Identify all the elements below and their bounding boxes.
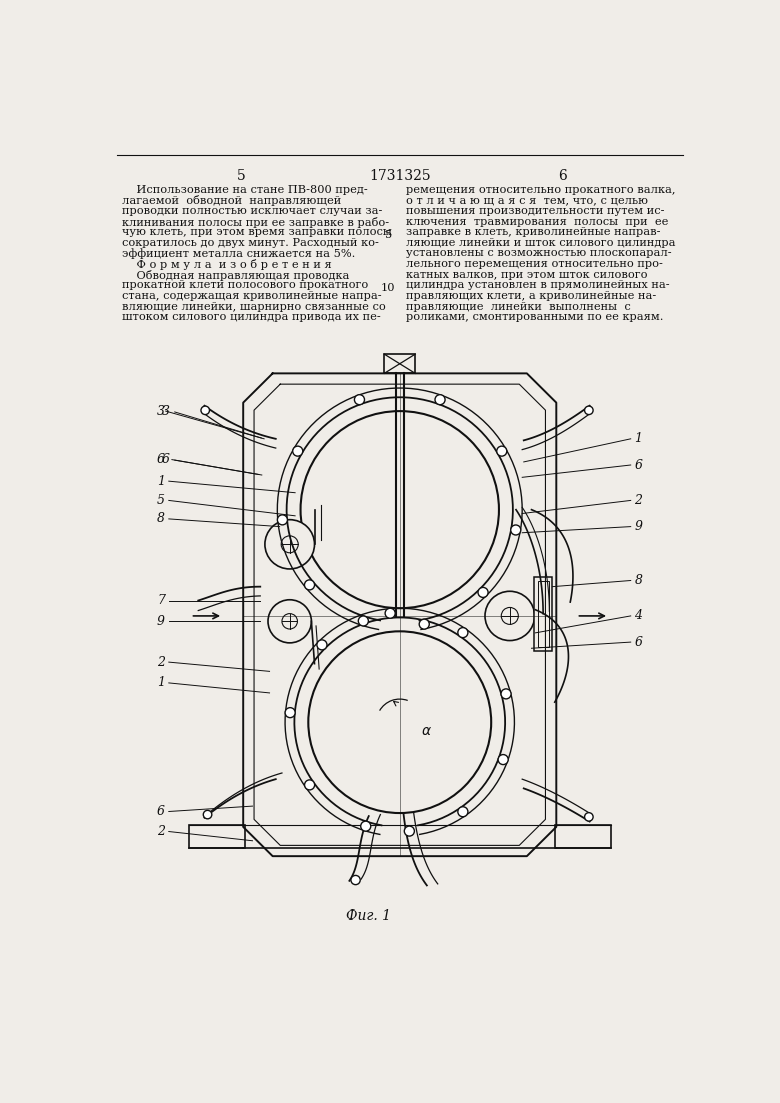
Circle shape	[404, 826, 414, 836]
Text: 1: 1	[157, 474, 165, 488]
Text: 6: 6	[634, 459, 643, 471]
Circle shape	[204, 811, 212, 818]
Circle shape	[458, 628, 468, 638]
Circle shape	[351, 876, 360, 885]
Circle shape	[265, 520, 314, 569]
Text: 3: 3	[157, 405, 165, 418]
Text: 1731325: 1731325	[369, 169, 431, 183]
Text: 5: 5	[157, 494, 165, 507]
Circle shape	[285, 708, 295, 718]
Bar	[385, 354, 415, 374]
Text: 8: 8	[634, 574, 643, 587]
Bar	[537, 581, 548, 646]
Bar	[189, 825, 245, 848]
Text: 10: 10	[381, 283, 395, 293]
Text: сократилось до двух минут. Расходный ко-: сократилось до двух минут. Расходный ко-	[122, 238, 379, 248]
Circle shape	[201, 406, 210, 415]
Text: 4: 4	[634, 610, 643, 622]
Circle shape	[584, 406, 593, 415]
Circle shape	[358, 615, 368, 627]
Text: Обводная направляющая проводка: Обводная направляющая проводка	[122, 270, 349, 281]
Text: 2: 2	[157, 825, 165, 838]
Text: 2: 2	[157, 655, 165, 668]
Text: 1: 1	[157, 676, 165, 689]
Circle shape	[304, 780, 314, 790]
Text: 6: 6	[161, 453, 170, 467]
Circle shape	[502, 608, 519, 624]
Circle shape	[281, 536, 298, 553]
Text: Ф о р м у л а  и з о б р е т е н и я: Ф о р м у л а и з о б р е т е н и я	[122, 259, 332, 270]
Text: лагаемой  обводной  направляющей: лагаемой обводной направляющей	[122, 195, 342, 206]
Text: ключения  травмирования  полосы  при  ее: ключения травмирования полосы при ее	[406, 216, 668, 226]
Circle shape	[498, 754, 509, 764]
Text: 7: 7	[157, 595, 165, 607]
Text: 5: 5	[236, 169, 245, 183]
Circle shape	[435, 395, 445, 405]
Circle shape	[278, 515, 288, 525]
Circle shape	[497, 446, 507, 457]
Text: лельного перемещения относительно про-: лельного перемещения относительно про-	[406, 259, 663, 269]
Bar	[534, 577, 552, 651]
Text: 9: 9	[634, 521, 643, 533]
Text: 3: 3	[161, 405, 170, 418]
Text: катных валков, при этом шток силового: катных валков, при этом шток силового	[406, 270, 647, 280]
Text: 5: 5	[385, 231, 392, 240]
Text: штоком силового цилиндра привода их пе-: штоком силового цилиндра привода их пе-	[122, 312, 381, 322]
Text: $\alpha$: $\alpha$	[421, 725, 432, 738]
Circle shape	[511, 525, 521, 535]
Text: правляющих клети, а криволинейные на-: правляющих клети, а криволинейные на-	[406, 291, 656, 301]
Circle shape	[360, 821, 370, 832]
Text: 6: 6	[157, 453, 165, 467]
Text: прокатной клети полосового прокатного: прокатной клети полосового прокатного	[122, 280, 369, 290]
Text: эффициент металла снижается на 5%.: эффициент металла снижается на 5%.	[122, 248, 356, 259]
Text: 6: 6	[558, 169, 567, 183]
Text: роликами, смонтированными по ее краям.: роликами, смонтированными по ее краям.	[406, 312, 664, 322]
Text: заправке в клеть, криволинейные направ-: заправке в клеть, криволинейные направ-	[406, 227, 661, 237]
Text: стана, содержащая криволинейные напра-: стана, содержащая криволинейные напра-	[122, 291, 382, 301]
Text: Фиг. 1: Фиг. 1	[346, 909, 392, 922]
Text: чую клеть, при этом время заправки полосы: чую клеть, при этом время заправки полос…	[122, 227, 392, 237]
Circle shape	[419, 619, 429, 629]
Text: 2: 2	[634, 494, 643, 507]
Circle shape	[478, 588, 488, 598]
Text: 8: 8	[157, 513, 165, 525]
Text: 1: 1	[634, 432, 643, 446]
Text: повышения производительности путем ис-: повышения производительности путем ис-	[406, 206, 665, 216]
Text: о т л и ч а ю щ а я с я  тем, что, с целью: о т л и ч а ю щ а я с я тем, что, с цель…	[406, 195, 648, 205]
Circle shape	[292, 446, 303, 457]
Text: 6: 6	[157, 805, 165, 818]
Circle shape	[354, 395, 364, 405]
Text: ляющие линейки и шток силового цилиндра: ляющие линейки и шток силового цилиндра	[406, 238, 675, 248]
Text: вляющие линейки, шарнирно связанные со: вляющие линейки, шарнирно связанные со	[122, 301, 386, 312]
Text: ремещения относительно прокатного валка,: ремещения относительно прокатного валка,	[406, 184, 675, 195]
Text: цилиндра установлен в прямолинейных на-: цилиндра установлен в прямолинейных на-	[406, 280, 669, 290]
Circle shape	[308, 631, 491, 813]
Circle shape	[485, 591, 534, 641]
Text: клинивания полосы при ее заправке в рабо-: клинивания полосы при ее заправке в рабо…	[122, 216, 389, 227]
Circle shape	[317, 640, 327, 650]
Text: Использование на стане ПВ-800 пред-: Использование на стане ПВ-800 пред-	[122, 184, 368, 195]
Bar	[555, 825, 611, 848]
Circle shape	[282, 613, 297, 629]
Text: установлены с возможностью плоскопарал-: установлены с возможностью плоскопарал-	[406, 248, 672, 258]
Circle shape	[268, 600, 311, 643]
Text: 6: 6	[634, 635, 643, 649]
Circle shape	[304, 580, 314, 590]
Text: правляющие  линейки  выполнены  с: правляющие линейки выполнены с	[406, 301, 631, 312]
Circle shape	[385, 608, 395, 619]
Circle shape	[458, 806, 468, 816]
Text: 9: 9	[157, 614, 165, 628]
Circle shape	[501, 689, 511, 699]
Text: проводки полностью исключает случаи за-: проводки полностью исключает случаи за-	[122, 206, 383, 216]
Circle shape	[300, 411, 499, 608]
Circle shape	[584, 813, 593, 821]
